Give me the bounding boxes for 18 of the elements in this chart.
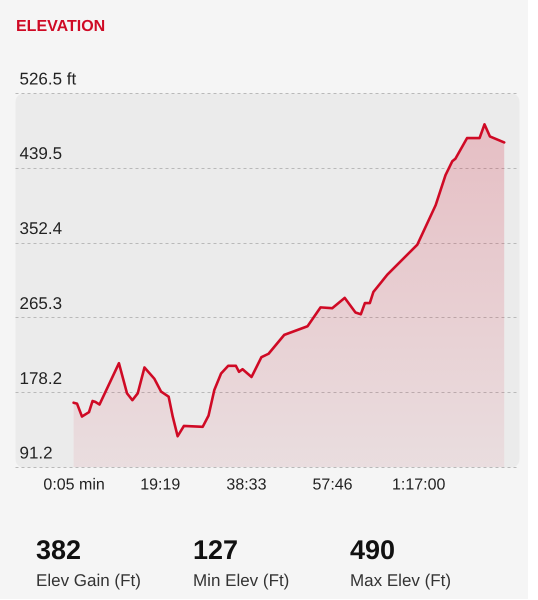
- y-tick-label: 265.3: [20, 294, 62, 313]
- text: Min Elev (Ft): [193, 571, 290, 590]
- x-tick-label: 1:17:00: [392, 476, 446, 494]
- x-tick-label: 38:33: [226, 476, 267, 494]
- x-tick-label: 0:05 min: [43, 476, 105, 494]
- text: Max Elev (Ft): [350, 571, 452, 590]
- text: Elev Gain (Ft): [36, 571, 141, 590]
- chart-title: ELEVATION: [16, 18, 106, 35]
- text: 490: [350, 535, 396, 565]
- text: 382: [36, 535, 82, 565]
- y-tick-label: 178.2: [20, 368, 62, 388]
- text: 127: [193, 535, 238, 565]
- y-tick-label: 526.5 ft: [20, 70, 76, 88]
- x-tick-label: 19:19: [140, 476, 180, 494]
- y-tick-label: 352.4: [20, 219, 62, 238]
- y-tick-label: 91.2: [20, 444, 53, 462]
- x-tick-label: 57:46: [312, 476, 353, 494]
- y-tick-label: 439.5: [20, 144, 62, 164]
